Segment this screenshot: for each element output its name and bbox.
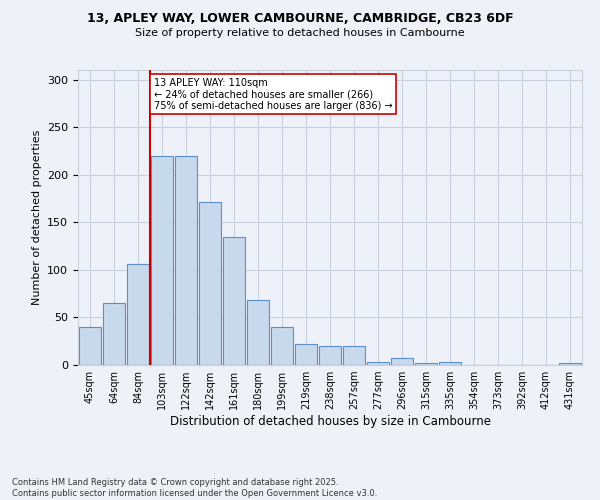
Bar [295,344,317,365]
Text: Size of property relative to detached houses in Cambourne: Size of property relative to detached ho… [135,28,465,38]
Bar [79,327,101,365]
Bar [367,362,389,365]
Bar [151,156,173,365]
Bar [199,202,221,365]
Bar [103,303,125,365]
Bar [439,362,461,365]
Text: Contains HM Land Registry data © Crown copyright and database right 2025.
Contai: Contains HM Land Registry data © Crown c… [12,478,377,498]
Bar [343,346,365,365]
Bar [175,156,197,365]
Bar [127,264,149,365]
Bar [415,363,437,365]
Text: 13 APLEY WAY: 110sqm
← 24% of detached houses are smaller (266)
75% of semi-deta: 13 APLEY WAY: 110sqm ← 24% of detached h… [154,78,392,111]
Bar [271,327,293,365]
Bar [247,300,269,365]
Y-axis label: Number of detached properties: Number of detached properties [32,130,41,305]
Bar [223,236,245,365]
Bar [391,358,413,365]
Bar [559,363,581,365]
Bar [319,346,341,365]
X-axis label: Distribution of detached houses by size in Cambourne: Distribution of detached houses by size … [170,415,491,428]
Text: 13, APLEY WAY, LOWER CAMBOURNE, CAMBRIDGE, CB23 6DF: 13, APLEY WAY, LOWER CAMBOURNE, CAMBRIDG… [86,12,514,26]
